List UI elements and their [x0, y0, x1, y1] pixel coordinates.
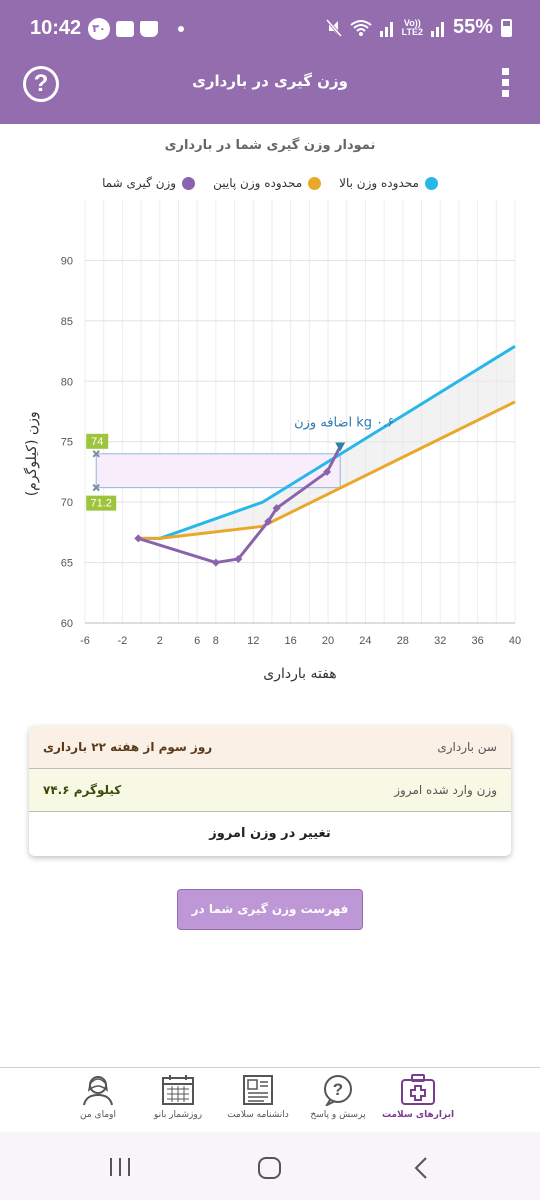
- wifi-icon: [350, 19, 372, 36]
- weight-change-label: تغییر در وزن امروز: [209, 826, 331, 841]
- legend-item-user: وزن گیری شما: [102, 176, 196, 190]
- y-tick-label: 80: [61, 376, 73, 388]
- x-tick-label: 28: [397, 635, 409, 647]
- mute-icon: [325, 18, 342, 37]
- notification-dot-icon: [178, 26, 184, 32]
- legend-label-user: وزن گیری شما: [102, 176, 177, 190]
- legend-swatch-upper: [424, 176, 438, 190]
- signal-icon: [379, 21, 393, 37]
- nav-calendar[interactable]: روزشمار بانو: [128, 1074, 228, 1120]
- nav-label-calendar: روزشمار بانو: [153, 1110, 203, 1120]
- chart-title: نمودار وزن گیری شما در بارداری: [164, 138, 376, 153]
- x-tick-label: 8: [213, 635, 219, 647]
- x-tick-label: 24: [359, 635, 371, 647]
- weight-list-button[interactable]: فهرست وزن گیری شما در بارداری: [177, 889, 363, 955]
- low-value-label: 71.2: [91, 498, 112, 510]
- user-weight-point: [134, 534, 143, 543]
- high-value-marker: [92, 450, 100, 458]
- y-tick-label: 90: [61, 255, 73, 267]
- today-weight-row: ۷۴.۶ کیلوگرم وزن وارد شده امروز: [29, 769, 511, 812]
- user-weight-point: [323, 467, 332, 476]
- back-icon[interactable]: [412, 1156, 430, 1180]
- pregnancy-age-row: روز سوم از هفته ۲۲ بارداری سن بارداری: [29, 726, 511, 769]
- low-value-marker: [92, 483, 100, 492]
- legend-swatch-lower: [308, 176, 322, 190]
- y-tick-label: 65: [61, 558, 73, 570]
- gain-highlight-band: [95, 453, 341, 489]
- chart-legend: محدوده وزن بالا محدوده وزن پایین وزن گیر…: [0, 176, 540, 190]
- x-tick-label: 2: [157, 635, 163, 647]
- question-bubble-icon: ?: [324, 1075, 352, 1106]
- system-nav-bar: [0, 1132, 540, 1200]
- pregnancy-age-value: روز سوم از هفته ۲۲ بارداری: [43, 740, 213, 754]
- status-bar: 10:42 ۳۰ Vo)) LTE2 55%: [0, 0, 540, 44]
- high-value-label-box: [86, 433, 109, 449]
- user-weight-point: [211, 558, 220, 567]
- network-label-bottom: LTE2: [401, 26, 423, 37]
- medical-kit-icon: [401, 1074, 435, 1105]
- x-tick-label: -2: [118, 635, 128, 647]
- page-title: وزن گیری در بارداری: [192, 72, 348, 90]
- profile-icon: [83, 1076, 113, 1106]
- x-tick-label: 16: [285, 635, 297, 647]
- legend-item-upper: محدوده وزن بالا: [339, 176, 438, 190]
- user-weight-point: [264, 517, 273, 526]
- legend-item-lower: محدوده وزن پایین: [213, 176, 322, 190]
- x-tick-label: 20: [322, 635, 334, 647]
- x-tick-label: 40: [509, 635, 521, 647]
- info-card: روز سوم از هفته ۲۲ بارداری سن بارداری ۷۴…: [29, 726, 511, 856]
- more-vertical-icon[interactable]: [502, 68, 510, 101]
- notification-badge: ۳۰: [88, 18, 110, 40]
- low-value-label-box: [86, 495, 117, 511]
- nav-qa[interactable]: ? پرسش و پاسخ: [288, 1074, 388, 1120]
- x-tick-label: 12: [247, 635, 259, 647]
- x-tick-label: 36: [471, 635, 483, 647]
- weight-change-row: تغییر در وزن امروز: [29, 812, 511, 855]
- nav-health-tools[interactable]: ابزارهای سلامت: [368, 1074, 468, 1120]
- today-weight-value: ۷۴.۶ کیلوگرم: [43, 783, 122, 797]
- gallery-icon: [116, 21, 134, 37]
- home-icon[interactable]: [257, 1156, 283, 1180]
- signal-icon-2: [430, 21, 444, 37]
- high-value-label: 74: [91, 436, 103, 448]
- x-tick-label: 32: [434, 635, 446, 647]
- legend-label-upper: محدوده وزن بالا: [339, 176, 419, 190]
- y-tick-label: 60: [61, 618, 73, 630]
- nav-encyclopedia[interactable]: دانشنامه سلامت: [208, 1074, 308, 1120]
- x-tick-label: 6: [194, 635, 200, 647]
- user-weight-point: [234, 554, 243, 563]
- legend-swatch-user: [182, 176, 196, 190]
- help-icon[interactable]: ?: [23, 66, 59, 102]
- calendar-icon: [162, 1075, 194, 1105]
- battery-percent: 55%: [452, 16, 493, 38]
- battery-icon: [501, 18, 512, 37]
- nav-label-qa: پرسش و پاسخ: [310, 1110, 366, 1120]
- user-weight-point: [272, 504, 281, 513]
- network-label-top: Vo)): [403, 17, 421, 28]
- y-tick-label: 85: [61, 316, 73, 328]
- x-axis-label: هفته بارداری: [263, 666, 336, 682]
- gain-annotation: اضافه وزن kg ۰.۶: [294, 416, 394, 431]
- today-weight-label: وزن وارد شده امروز: [394, 783, 497, 797]
- y-axis-label: وزن (کیلوگرم): [23, 411, 40, 496]
- lower-range-line: [141, 400, 516, 540]
- app-bar: ? وزن گیری در بارداری: [0, 44, 540, 124]
- pregnancy-age-label: سن بارداری: [437, 740, 497, 754]
- encyclopedia-icon: [243, 1075, 273, 1105]
- nav-label-encyclopedia: دانشنامه سلامت: [227, 1110, 289, 1120]
- recent-apps-icon[interactable]: [108, 1156, 132, 1178]
- y-tick-label: 70: [61, 497, 73, 509]
- weight-chart: 60 65 70 75 80 85 90 -6 -2 2 6 8 12 16 20 24 28 32 36 40 هفت…: [23, 200, 521, 682]
- nav-label-profile: اومای من: [80, 1110, 116, 1120]
- shopping-bag-icon: [140, 21, 158, 37]
- svg-text:?: ?: [333, 1080, 343, 1099]
- status-time: 10:42: [30, 17, 82, 39]
- bottom-nav: ابزارهای سلامت ? پرسش و پاسخ دانشنامه سل…: [0, 1067, 540, 1132]
- nav-profile[interactable]: اومای من: [48, 1074, 148, 1120]
- nav-label-health-tools: ابزارهای سلامت: [381, 1110, 455, 1120]
- x-tick-label: -6: [80, 635, 90, 647]
- current-weight-marker: [335, 442, 346, 452]
- legend-label-lower: محدوده وزن پایین: [213, 176, 303, 190]
- y-tick-label: 75: [61, 437, 73, 449]
